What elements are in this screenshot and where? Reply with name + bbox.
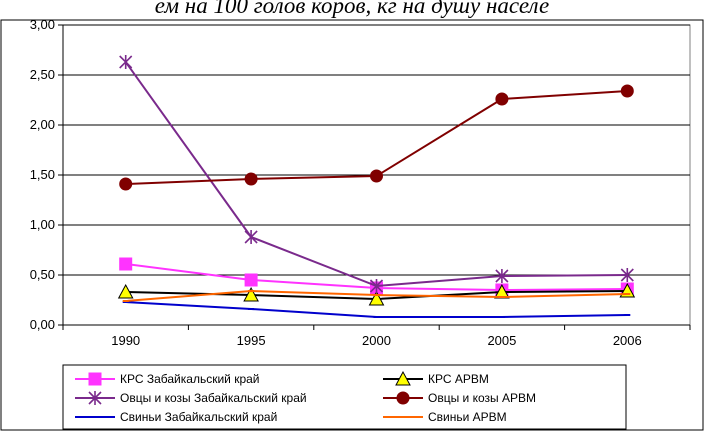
legend-item: КРС Забайкальский край [75, 372, 260, 386]
legend-swatch-marker [88, 372, 102, 386]
banner-text: ем на 100 голов коров, кг на душу населе [155, 0, 550, 18]
legend-item: Овцы и козы АРВМ [383, 391, 536, 405]
data-point [495, 269, 509, 283]
x-tick-label: 2000 [362, 333, 391, 348]
series-3 [119, 84, 634, 191]
y-tick-label: 1,00 [30, 217, 55, 232]
data-point [119, 55, 133, 69]
legend-label: Овцы и козы Забайкальский край [120, 391, 307, 405]
axes: 0,00 0,50 1,00 1,50 2,00 2,50 3,00 1990 1995 2000… [30, 17, 691, 348]
data-point [370, 169, 383, 183]
data-point [244, 230, 258, 244]
y-tick-label: 0,00 [30, 317, 55, 332]
legend-label: КРС АРВМ [428, 372, 489, 386]
legend-item: Свиньи Забайкальский край [75, 410, 277, 424]
legend-label: Свиньи Забайкальский край [120, 410, 277, 424]
data-point [119, 257, 133, 271]
data-point [244, 273, 258, 287]
legend-item: Свиньи АРВМ [383, 410, 507, 424]
data-point [495, 92, 509, 106]
legend [62, 364, 627, 430]
series-4 [122, 301, 631, 318]
series-5 [122, 289, 631, 302]
data-point [620, 268, 634, 282]
y-tick-label: 0,50 [30, 267, 55, 282]
legend-label: Свиньи АРВМ [428, 410, 507, 424]
y-tick-label: 2,00 [30, 117, 55, 132]
x-tick-label: 2006 [613, 333, 642, 348]
y-tick-label: 1,50 [30, 167, 55, 182]
x-tick-label: 1990 [111, 333, 140, 348]
legend-label: Овцы и козы АРВМ [428, 391, 536, 405]
data-point [243, 286, 259, 302]
legend-label: КРС Забайкальский край [120, 372, 260, 386]
legend-swatch-marker [88, 391, 102, 405]
data-point [620, 84, 634, 98]
x-tick-label: 2005 [487, 333, 516, 348]
legend-item: Овцы и козы Забайкальский край [75, 391, 307, 405]
x-tick-label: 1995 [237, 333, 266, 348]
series-layer [117, 55, 636, 318]
data-point [117, 283, 134, 299]
y-tick-label: 3,00 [30, 17, 55, 32]
data-point [119, 177, 133, 191]
legend-item: КРС АРВМ [383, 370, 489, 386]
data-point [368, 290, 385, 306]
legend-swatch-marker [396, 391, 410, 405]
data-point [244, 172, 258, 186]
y-tick-label: 2,50 [30, 67, 55, 82]
legend-swatch-marker [395, 370, 411, 386]
series-2 [119, 55, 634, 293]
data-point [369, 279, 384, 293]
legend-items: КРС Забайкальский край КРС АРВМ Овцы и коз… [75, 370, 536, 424]
